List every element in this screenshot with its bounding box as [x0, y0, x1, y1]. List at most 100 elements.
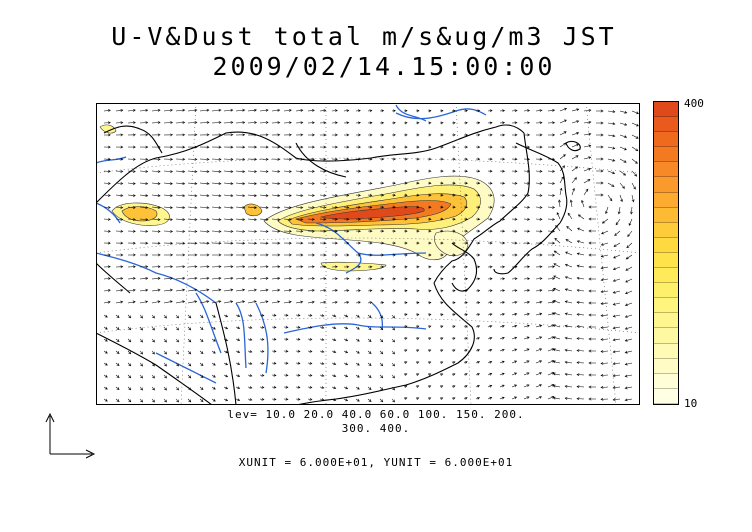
wind-vector — [127, 229, 136, 233]
wind-vector — [235, 253, 246, 257]
chart-title-line1: U-V&Dust total m/s&ug/m3 JST — [111, 22, 617, 51]
wind-vector — [319, 314, 325, 317]
wind-vector — [463, 109, 468, 113]
wind-vector — [103, 229, 111, 233]
wind-vector — [452, 253, 456, 257]
wind-vector — [151, 338, 155, 343]
wind-vector — [187, 326, 192, 331]
wind-vector — [343, 241, 350, 245]
color-scale-step — [654, 192, 678, 208]
wind-vector — [511, 312, 518, 316]
wind-vector — [295, 361, 301, 365]
wind-vector — [199, 121, 210, 124]
wind-vector — [163, 218, 173, 221]
wind-vector — [631, 134, 639, 139]
wind-vector — [331, 193, 338, 197]
wind-vector — [271, 265, 281, 269]
wind-vector — [576, 349, 585, 353]
wind-vector — [223, 288, 234, 292]
wind-vector — [259, 349, 265, 353]
wind-vector — [475, 241, 481, 245]
wind-vector — [271, 182, 281, 185]
wind-vector — [187, 194, 198, 198]
wind-vector — [463, 349, 468, 352]
color-scale-step — [654, 177, 678, 193]
wind-vector — [103, 181, 111, 185]
wind-vector — [247, 218, 257, 221]
wind-vector — [127, 386, 132, 391]
wind-vector — [211, 253, 222, 257]
wind-vector — [331, 350, 337, 353]
wind-vector — [583, 144, 592, 148]
wind-vector — [612, 350, 621, 354]
wind-vector — [235, 218, 246, 221]
wind-vector — [535, 312, 543, 316]
wind-vector — [391, 229, 396, 233]
wind-vector — [403, 385, 408, 388]
wind-vector — [612, 338, 621, 342]
wind-vector — [439, 133, 444, 137]
dust-plume-tail — [320, 261, 387, 272]
wind-vector — [499, 241, 506, 245]
wind-vector — [115, 314, 120, 318]
wind-vector — [415, 169, 420, 173]
wind-vector — [295, 109, 304, 112]
wind-vector — [247, 326, 253, 329]
wind-vector — [127, 338, 132, 343]
wind-vector — [612, 290, 621, 294]
wind-vector — [283, 361, 289, 365]
wind-vector — [356, 253, 361, 257]
wind-vector — [211, 241, 222, 245]
wind-vector — [475, 397, 481, 400]
wind-vector — [295, 157, 304, 161]
wind-vector — [499, 289, 506, 293]
wind-vector — [403, 133, 408, 137]
wind-vector — [307, 288, 315, 292]
wind-vector — [355, 301, 361, 304]
wind-vector — [211, 229, 222, 233]
wind-vector — [127, 288, 136, 292]
color-scale-bar — [653, 101, 679, 405]
wind-vector — [451, 109, 456, 113]
wind-vector — [596, 133, 604, 137]
wind-vector — [187, 121, 198, 124]
wind-vector — [151, 229, 161, 233]
wind-vector — [331, 374, 337, 377]
wind-vector — [564, 300, 573, 304]
wind-vector — [463, 133, 468, 137]
wind-vector — [614, 230, 621, 236]
wind-vector — [259, 182, 269, 185]
wind-vector — [115, 217, 124, 221]
wind-vector — [523, 145, 531, 149]
wind-vector — [331, 217, 338, 221]
wind-vector — [271, 157, 281, 161]
wind-vector — [415, 385, 420, 388]
wind-vector — [499, 133, 506, 137]
wind-vector — [612, 266, 621, 271]
wind-vector — [175, 288, 186, 292]
wind-vector — [379, 217, 385, 221]
wind-vector — [523, 109, 531, 113]
wind-vector — [612, 374, 621, 378]
wind-vector — [235, 241, 246, 245]
wind-vector — [583, 156, 592, 160]
wind-vector — [235, 206, 246, 210]
wind-vector — [355, 241, 361, 245]
wind-vector — [588, 205, 596, 209]
wind-vector — [223, 121, 234, 124]
wind-vector — [187, 108, 198, 112]
wind-vector — [175, 194, 186, 198]
wind-vector — [307, 277, 315, 281]
wind-vector — [379, 145, 385, 149]
wind-vector — [271, 108, 281, 112]
wind-vector — [175, 362, 179, 367]
wind-vector — [223, 229, 234, 233]
wind-vector — [379, 229, 385, 233]
wind-vector — [463, 157, 468, 161]
wind-vector — [487, 384, 493, 388]
wind-vector — [271, 206, 281, 209]
wind-vector — [523, 169, 531, 173]
wind-vector — [564, 263, 573, 268]
wind-vector — [331, 109, 338, 113]
wind-vector — [576, 313, 585, 316]
